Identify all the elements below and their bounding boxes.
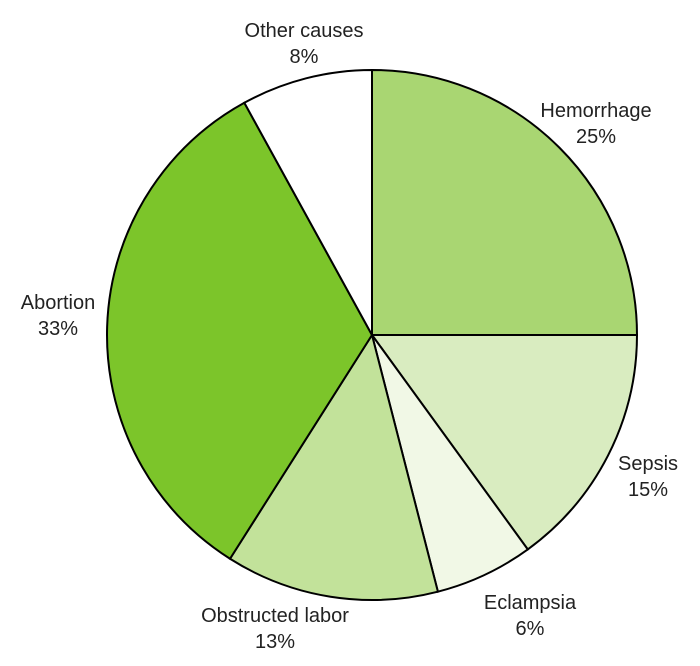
slice-name-obstructed-labor: Obstructed labor <box>201 605 349 627</box>
slice-hemorrhage <box>371 68 639 336</box>
slice-value-obstructed-labor: 13% <box>255 631 295 653</box>
slice-name-hemorrhage: Hemorrhage <box>540 100 651 122</box>
slice-obstructed-labor <box>228 332 440 601</box>
slice-value-sepsis: 15% <box>628 479 668 501</box>
slice-value-other-causes: 8% <box>290 46 319 68</box>
slice-label-other-causes: Other causes 8% <box>245 20 364 68</box>
pie-labels: Hemorrhage 25% Sepsis 15% Eclampsia 6% Obstruc… <box>21 20 678 653</box>
slice-label-eclampsia: Eclampsia 6% <box>484 592 577 640</box>
slice-abortion <box>106 101 374 561</box>
slice-label-sepsis: Sepsis 15% <box>618 453 678 501</box>
pie-slices <box>106 68 639 601</box>
slice-label-obstructed-labor: Obstructed labor 13% <box>201 605 349 653</box>
slice-label-abortion: Abortion 33% <box>21 292 96 340</box>
slice-other-causes <box>242 68 373 336</box>
slice-value-hemorrhage: 25% <box>576 126 616 148</box>
slice-name-eclampsia: Eclampsia <box>484 592 577 614</box>
slice-name-sepsis: Sepsis <box>618 453 678 475</box>
slice-name-other-causes: Other causes <box>245 20 364 42</box>
slice-value-eclampsia: 6% <box>516 618 545 640</box>
slice-name-abortion: Abortion <box>21 292 96 314</box>
slice-label-hemorrhage: Hemorrhage 25% <box>540 100 651 148</box>
slice-value-abortion: 33% <box>38 318 78 340</box>
slice-sepsis <box>370 334 639 551</box>
